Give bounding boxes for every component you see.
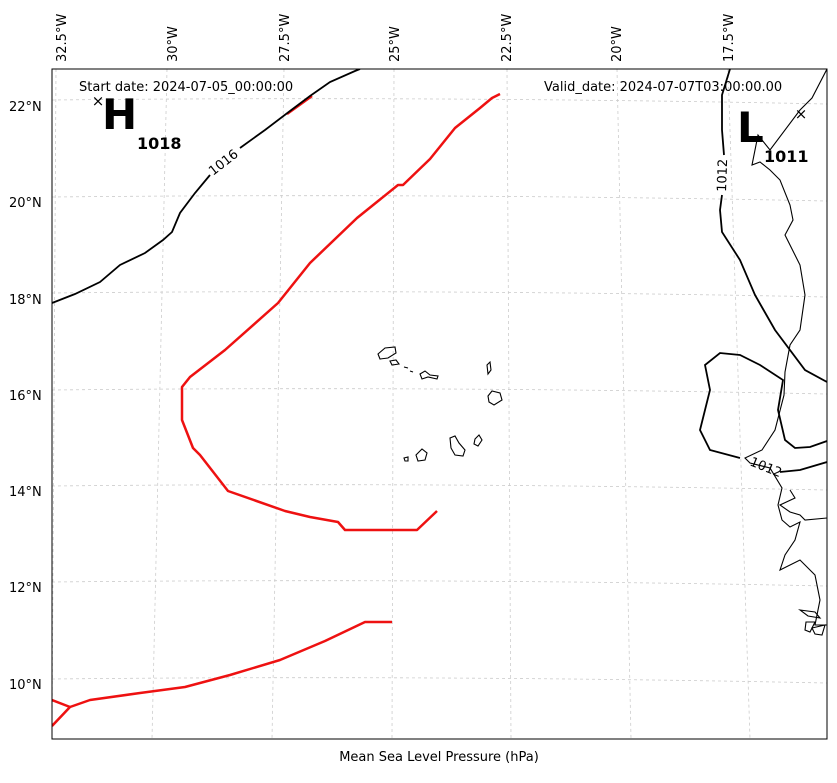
lat-label-20n: 20°N bbox=[9, 196, 42, 211]
low-center-letter: L bbox=[737, 103, 764, 152]
cape-verde-sao-vicente bbox=[389, 359, 400, 366]
cape-verde-boa-vista bbox=[487, 390, 503, 406]
meridian-20w bbox=[616, 69, 632, 739]
contour-label-1016: 1016 bbox=[206, 147, 241, 179]
cape-verde-fogo bbox=[415, 448, 428, 462]
cape-verde-santo-antao bbox=[377, 346, 397, 360]
lon-label-20w: 20°W bbox=[610, 26, 625, 62]
parallel-16n bbox=[52, 388, 827, 395]
west-africa-coast bbox=[744, 69, 827, 626]
parallel-18n bbox=[52, 291, 827, 298]
lon-label-17-5w: 17.5°W bbox=[722, 14, 737, 62]
low-center-marker-icon: × bbox=[795, 105, 808, 123]
cape-verde-maio bbox=[473, 434, 483, 447]
lon-label-32-5w: 32.5°W bbox=[55, 14, 70, 62]
parallel-14n bbox=[52, 484, 827, 491]
track-lower-branch bbox=[52, 698, 71, 709]
isobar-1016 bbox=[52, 69, 361, 304]
lon-label-27-5w: 27.5°W bbox=[278, 14, 293, 62]
coast-detail-1 bbox=[778, 489, 827, 521]
isobar-1012-south bbox=[699, 352, 827, 473]
meridian-27-5w bbox=[271, 69, 285, 739]
contour-label-1012-south: 1012 bbox=[748, 455, 784, 481]
meridian-22-5w bbox=[506, 69, 512, 739]
parallel-20n bbox=[52, 195, 827, 202]
lat-label-16n: 16°N bbox=[9, 389, 42, 404]
coast-detail-3 bbox=[804, 621, 816, 633]
track-main bbox=[180, 92, 501, 532]
coastlines bbox=[377, 69, 827, 636]
contour-label-1012-north: 1012 bbox=[715, 159, 731, 193]
red-tracks bbox=[52, 92, 501, 727]
cape-verde-brava bbox=[403, 456, 409, 462]
coast-detail-4 bbox=[811, 624, 826, 636]
high-pressure-center: × H 1018 bbox=[92, 90, 182, 153]
meridian-25w bbox=[391, 69, 395, 739]
cape-verde-sal bbox=[486, 360, 492, 376]
parallel-10n bbox=[52, 677, 827, 684]
lat-label-18n: 18°N bbox=[9, 293, 42, 308]
meridian-30w bbox=[151, 69, 168, 739]
lat-label-22n: 22°N bbox=[9, 100, 42, 115]
cape-verde-santiago bbox=[449, 435, 466, 457]
coast-detail-2 bbox=[797, 609, 822, 619]
low-center-value: 1011 bbox=[764, 147, 809, 166]
parallel-22n bbox=[52, 98, 827, 105]
cape-verde-santa-luzia bbox=[403, 366, 414, 373]
graticule bbox=[52, 69, 827, 739]
lon-label-22-5w: 22.5°W bbox=[500, 14, 515, 62]
isobars bbox=[52, 69, 827, 473]
latitude-labels: 22°N 20°N 18°N 16°N 14°N 12°N 10°N bbox=[9, 100, 42, 693]
parallel-12n bbox=[52, 580, 827, 587]
high-center-letter: H bbox=[102, 90, 137, 139]
low-pressure-center: × L 1011 bbox=[737, 103, 809, 166]
valid-date-label: Valid_date: 2024-07-07T03:00:00.00 bbox=[544, 80, 782, 95]
lon-label-30w: 30°W bbox=[166, 26, 181, 62]
contour-labels: 1016 1012 1012 bbox=[206, 147, 784, 481]
map-area: 1016 1012 1012 bbox=[52, 69, 827, 739]
lat-label-10n: 10°N bbox=[9, 678, 42, 693]
figure-title: Mean Sea Level Pressure (hPa) bbox=[339, 750, 539, 765]
start-date-label: Start date: 2024-07-05_00:00:00 bbox=[79, 80, 293, 95]
high-center-value: 1018 bbox=[137, 134, 182, 153]
lon-label-25w: 25°W bbox=[388, 26, 403, 62]
lat-label-12n: 12°N bbox=[9, 581, 42, 596]
meridian-17-5w bbox=[727, 69, 751, 739]
high-center-marker-icon: × bbox=[92, 92, 105, 110]
longitude-labels: 32.5°W 30°W 27.5°W 25°W 22.5°W 20°W 17.5… bbox=[55, 14, 737, 62]
map-frame bbox=[51, 68, 828, 740]
lat-label-14n: 14°N bbox=[9, 485, 42, 500]
isobar-1012-north bbox=[719, 69, 827, 383]
meridian-32-5w bbox=[52, 69, 57, 739]
track-lower bbox=[52, 620, 392, 727]
cape-verde-sao-nicolau bbox=[419, 370, 439, 380]
